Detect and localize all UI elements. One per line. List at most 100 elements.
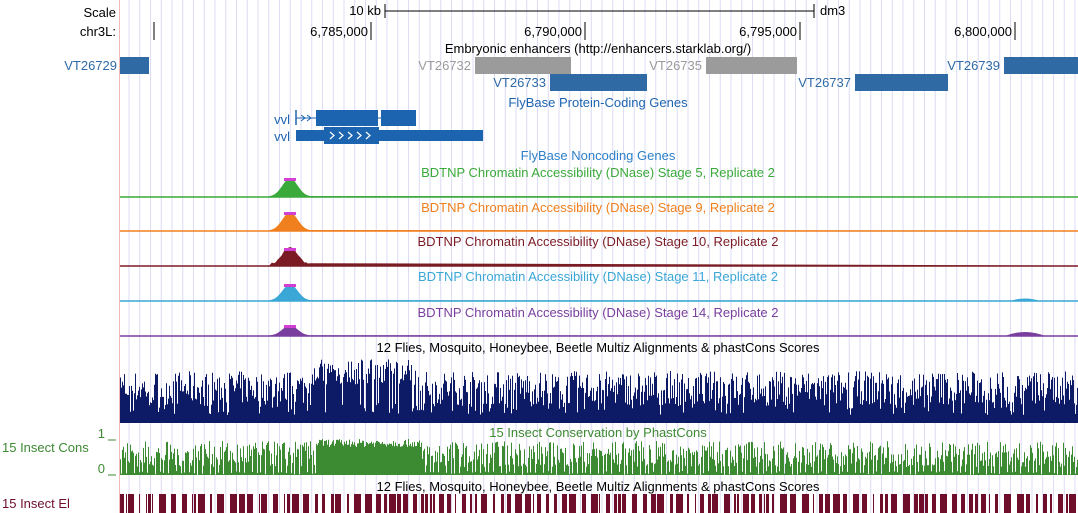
conserved-element (708, 494, 711, 513)
conserved-element (1017, 494, 1024, 513)
dnase-track[interactable]: BDTNP Chromatin Accessibility (DNase) St… (120, 234, 1078, 267)
conserved-element (591, 494, 598, 513)
conserved-element (885, 494, 888, 513)
conserved-element (433, 494, 435, 513)
enhancer-block (475, 57, 571, 74)
flybase-noncoding-track-title: FlyBase Noncoding Genes (521, 148, 676, 163)
conserved-element (470, 494, 472, 513)
enhancer-label: VT26739 (947, 58, 1000, 73)
conserved-element (1026, 494, 1030, 513)
conserved-element (273, 494, 278, 513)
conserved-element (643, 494, 647, 513)
conserved-element (813, 494, 814, 513)
conserved-element (194, 494, 196, 513)
conserved-element (622, 494, 626, 513)
enhancer-block (120, 57, 149, 74)
dnase-track[interactable]: BDTNP Chromatin Accessibility (DNase) St… (120, 305, 1078, 337)
conserved-element (148, 494, 151, 513)
conserved-element (537, 494, 541, 513)
conserved-element (940, 494, 947, 513)
conserved-element (914, 494, 918, 513)
dnase-track[interactable]: BDTNP Chromatin Accessibility (DNase) St… (120, 200, 1078, 232)
conserved-element (569, 494, 576, 513)
conserved-element (975, 494, 978, 513)
conserved-element (152, 494, 153, 513)
enhancer-block (855, 74, 948, 91)
enhancer-item[interactable]: VT26739 (947, 57, 1078, 74)
dnase-signal (1010, 298, 1040, 301)
ruler-position-label: 6,790,000 (524, 24, 582, 39)
conserved-element (475, 494, 477, 513)
conserved-element (903, 494, 910, 513)
elements-track[interactable] (120, 494, 1076, 513)
enhancer-label: VT26735 (649, 58, 702, 73)
conserved-element (230, 494, 237, 513)
conserved-element (1004, 494, 1011, 513)
conserved-element (995, 494, 998, 513)
conserved-element (1069, 494, 1076, 513)
enhancer-item[interactable]: VT26737 (798, 74, 948, 91)
conserved-element (259, 494, 260, 513)
conserved-element (210, 494, 212, 513)
enhancer-label: VT26732 (418, 58, 471, 73)
conserved-element (802, 494, 809, 513)
conserved-element (403, 494, 408, 513)
cons15-side-label[interactable]: 15 Insect Cons (2, 440, 89, 455)
conserved-element (618, 494, 621, 513)
conserved-element (772, 494, 774, 513)
dnase-track[interactable]: BDTNP Chromatin Accessibility (DNase) St… (120, 165, 1078, 198)
conserved-element (751, 494, 755, 513)
elements-track-title: 12 Flies, Mosquito, Honeybee, Beetle Mul… (377, 479, 820, 494)
enhancer-label: VT26733 (493, 75, 546, 90)
enhancer-item[interactable]: VT26729 (64, 57, 149, 74)
ruler-track[interactable]: Scale 10 kb dm3 chr3L: 6,785,000 6,790,00… (80, 3, 1016, 40)
conserved-element (525, 494, 531, 513)
conserved-element (261, 494, 267, 513)
multiz-track-title: 12 Flies, Mosquito, Honeybee, Beetle Mul… (377, 340, 820, 355)
enhancer-block (706, 57, 797, 74)
gene-vvl-2[interactable]: vvl (274, 127, 483, 144)
conserved-element (599, 494, 600, 513)
flybase-coding-track-title: FlyBase Protein-Coding Genes (508, 95, 688, 110)
conserved-element (493, 494, 495, 513)
dnase-tracks[interactable]: BDTNP Chromatin Accessibility (DNase) St… (120, 165, 1078, 337)
conserved-element (247, 494, 253, 513)
gene-label: vvl (274, 112, 290, 127)
conserved-element (961, 494, 965, 513)
conserved-element (743, 494, 749, 513)
enhancer-item[interactable]: VT26733 (493, 74, 647, 91)
conserved-element (687, 494, 689, 513)
conserved-element (455, 494, 456, 513)
chromosome-label: chr3L: (80, 24, 116, 39)
dnase-peak-cap (284, 284, 296, 287)
conserved-element (925, 494, 928, 513)
conserved-element (981, 494, 986, 513)
ruler-position-label: 6,795,000 (739, 24, 797, 39)
dnase-track-title: BDTNP Chromatin Accessibility (DNase) St… (418, 269, 778, 284)
conserved-element (284, 494, 285, 513)
dnase-peak-cap (284, 325, 296, 328)
elements-side-label[interactable]: 15 Insect El (2, 496, 70, 511)
conserved-element (128, 494, 134, 513)
conserved-element (430, 494, 432, 513)
scale-label: Scale (83, 5, 116, 20)
cons15-axis-max: 1 (98, 426, 105, 441)
dnase-track-title: BDTNP Chromatin Accessibility (DNase) St… (417, 305, 778, 320)
assembly-label: dm3 (820, 3, 845, 18)
multiz-wiggle[interactable] (120, 359, 1078, 423)
conserved-element (651, 494, 656, 513)
enhancers-track[interactable]: VT26729 VT26732 VT26733 VT26735 VT26737 VT267… (64, 57, 1078, 91)
dnase-track[interactable]: BDTNP Chromatin Accessibility (DNase) St… (120, 269, 1078, 302)
conserved-element (606, 494, 610, 513)
flybase-coding-track[interactable]: vvl vvl (274, 110, 483, 144)
enhancer-item[interactable]: VT26732 (418, 57, 571, 74)
conserved-element (120, 494, 124, 513)
conserved-element (724, 494, 730, 513)
gene-vvl-1[interactable]: vvl (274, 110, 416, 127)
conserved-element (919, 494, 924, 513)
conserved-element (413, 494, 417, 513)
cons15-wiggle[interactable] (120, 439, 1078, 475)
enhancer-item[interactable]: VT26735 (649, 57, 797, 74)
conserved-element (354, 494, 361, 513)
